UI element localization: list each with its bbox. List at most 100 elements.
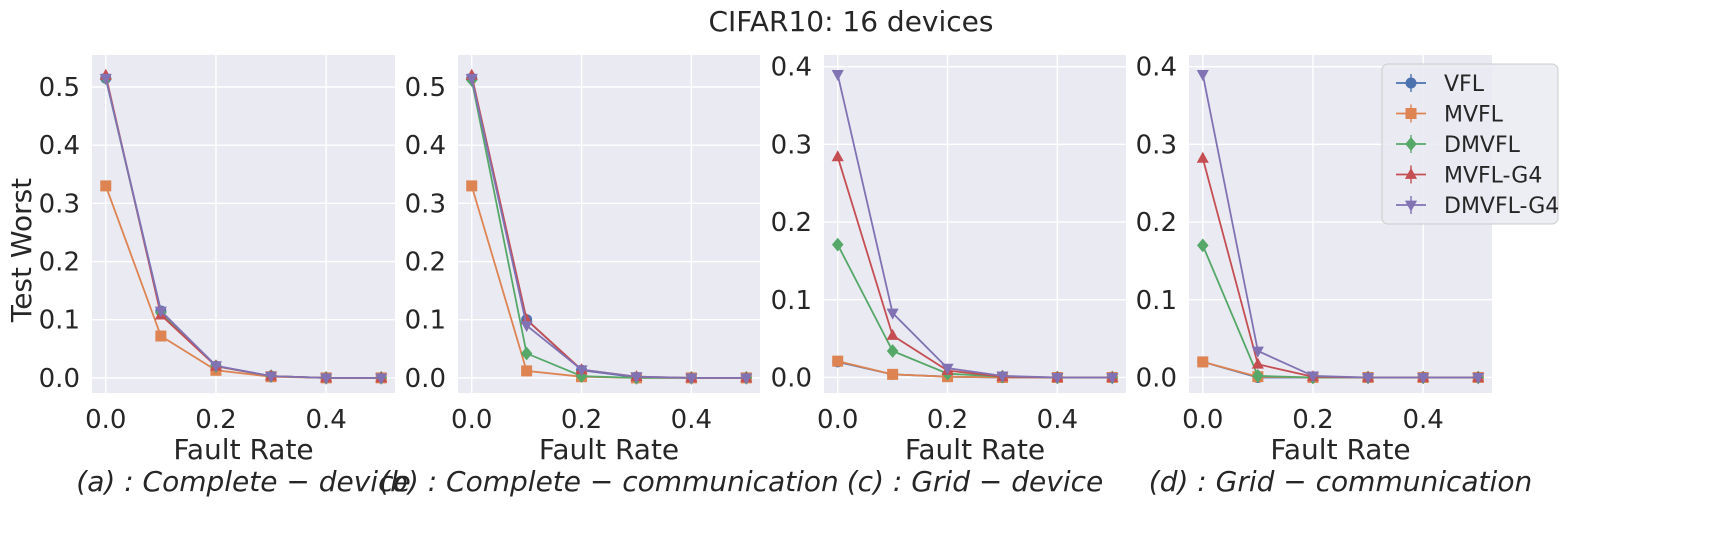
data-point xyxy=(209,361,223,373)
x-tick-label: 0.2 xyxy=(927,405,968,435)
data-point xyxy=(375,373,388,385)
data-point xyxy=(575,365,588,377)
x-tick-label: 0.2 xyxy=(561,405,602,435)
y-tick-label: 0.1 xyxy=(405,306,446,336)
y-tick-label: 0.0 xyxy=(1136,363,1177,393)
legend-label: DMVFL xyxy=(1444,133,1521,158)
data-point xyxy=(886,328,899,340)
data-point xyxy=(155,330,167,342)
x-tick-label: 0.2 xyxy=(195,405,236,435)
y-tick-label: 0.2 xyxy=(39,248,80,278)
y-tick-label: 0.0 xyxy=(771,363,812,393)
x-tick-label: 0.2 xyxy=(1292,405,1333,435)
data-point xyxy=(1196,151,1209,163)
chart-panel-2: 0.0 0.2 0.4 0.0 0.1 0.2 0.3 0.4 0.5 Fault Rate(b)… xyxy=(379,55,839,498)
x-axis-label: Fault Rate xyxy=(173,433,313,466)
y-tick-label: 0.1 xyxy=(1136,286,1177,316)
legend-marker xyxy=(1404,167,1418,179)
panel-subtitle: (c) : Grid − device xyxy=(847,465,1103,498)
data-point xyxy=(1252,369,1264,383)
data-point xyxy=(1472,373,1485,385)
y-tick-label: 0.4 xyxy=(39,131,80,161)
legend-label: VFL xyxy=(1444,72,1485,97)
data-point xyxy=(996,371,1009,383)
plot-area xyxy=(458,55,760,393)
data-point xyxy=(685,373,698,385)
data-point xyxy=(1251,346,1264,358)
y-tick-label: 0.3 xyxy=(405,189,446,219)
x-tick-label: 0.0 xyxy=(1182,405,1223,435)
data-point xyxy=(1196,70,1209,82)
series-dmvfl-g4 xyxy=(99,73,388,385)
data-point xyxy=(886,344,899,358)
x-axis-label: Fault Rate xyxy=(905,433,1045,466)
data-point xyxy=(99,73,112,85)
y-tick-label: 0.5 xyxy=(39,73,80,103)
data-point xyxy=(831,70,844,82)
legend-entry-dmvfl: DMVFL xyxy=(1396,133,1521,158)
data-point xyxy=(520,321,533,333)
legend-label: DMVFL-G4 xyxy=(1444,194,1559,219)
series-line xyxy=(836,74,1113,379)
y-tick-label: 0.4 xyxy=(405,131,446,161)
data-point xyxy=(465,73,478,85)
data-point xyxy=(832,355,844,367)
series-dmvfl-g4 xyxy=(465,73,753,385)
series-line xyxy=(1201,74,1479,379)
x-tick-label: 0.0 xyxy=(451,405,492,435)
series-dmvfl-g4 xyxy=(831,70,1119,385)
plot-area xyxy=(92,55,395,393)
x-tick-label: 0.4 xyxy=(1402,405,1443,435)
y-tick-label: 0.2 xyxy=(405,248,446,278)
legend-label: MVFL xyxy=(1444,103,1504,128)
data-point xyxy=(521,365,533,377)
data-point xyxy=(100,180,112,192)
series-line xyxy=(470,78,747,379)
x-tick-label: 0.4 xyxy=(671,405,712,435)
data-point xyxy=(1361,373,1375,385)
data-point xyxy=(1417,373,1430,385)
y-tick-label: 0.0 xyxy=(405,364,446,394)
legend-marker xyxy=(1405,137,1417,151)
data-point xyxy=(941,363,954,375)
y-tick-label: 0.3 xyxy=(1136,130,1177,160)
series-dmvfl-g4 xyxy=(1196,70,1485,385)
y-tick-label: 0.4 xyxy=(771,53,812,83)
data-point xyxy=(520,346,533,361)
legend-marker xyxy=(1405,108,1417,119)
legend-entry-vfl: VFL xyxy=(1396,72,1485,97)
data-point xyxy=(1196,238,1209,253)
panel-subtitle: (a) : Complete − device xyxy=(76,465,410,498)
legend-entry-mvfl-g4: MVFL-G4 xyxy=(1396,164,1542,189)
panel-subtitle: (d) : Grid − communication xyxy=(1149,465,1532,498)
x-tick-label: 0.0 xyxy=(85,405,126,435)
data-point xyxy=(886,308,899,320)
figure-title: CIFAR10: 16 devices xyxy=(708,5,993,38)
data-point xyxy=(887,368,899,380)
panel-subtitle: (b) : Complete − communication xyxy=(379,465,839,498)
legend-box xyxy=(1381,63,1559,225)
data-point xyxy=(154,306,167,318)
y-tick-label: 0.1 xyxy=(771,286,812,316)
data-point xyxy=(1251,357,1264,369)
x-tick-label: 0.4 xyxy=(1037,405,1078,435)
legend: VFL MVFL DMVFL MVFL-G4 DMVFL-G4 xyxy=(1381,63,1559,225)
y-axis-label: Test Worst xyxy=(5,178,38,323)
data-point xyxy=(1197,356,1209,368)
data-point xyxy=(831,237,844,252)
legend-entry-mvfl: MVFL xyxy=(1396,103,1504,128)
y-tick-label: 0.4 xyxy=(1136,53,1177,83)
data-point xyxy=(320,373,333,385)
data-point xyxy=(1051,373,1064,385)
chart-panel-1: 0.0 0.2 0.4 0.0 0.1 0.2 0.3 0.4 0.5 Fault Rate(a)… xyxy=(39,55,411,498)
y-tick-label: 0.1 xyxy=(39,306,80,336)
x-tick-label: 0.0 xyxy=(817,405,858,435)
y-tick-label: 0.3 xyxy=(39,189,80,219)
legend-label: MVFL-G4 xyxy=(1444,164,1542,189)
data-point xyxy=(466,180,478,192)
y-tick-label: 0.2 xyxy=(1136,208,1177,238)
y-tick-label: 0.5 xyxy=(405,73,446,103)
